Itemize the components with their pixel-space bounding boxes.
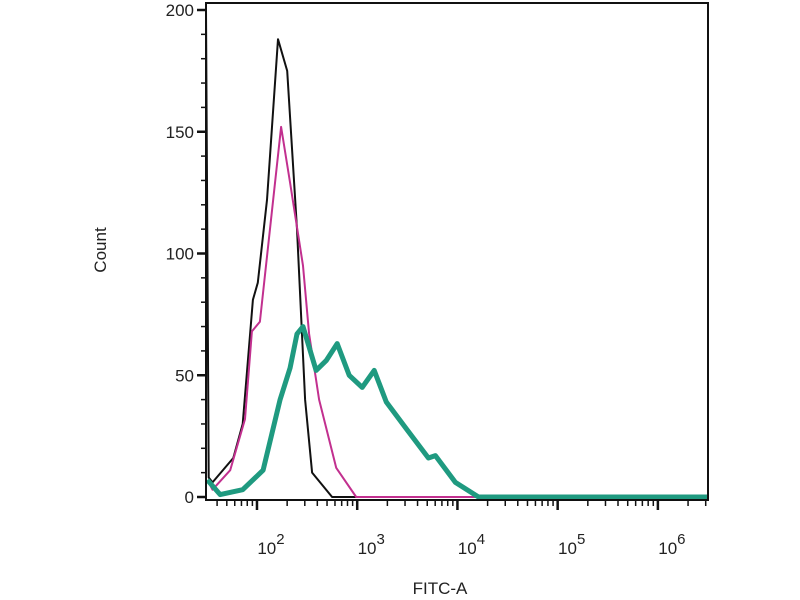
x-tick-exponent: 3	[376, 531, 384, 548]
x-tick-base: 10	[257, 539, 276, 558]
y-tick-label: 0	[185, 488, 194, 507]
x-tick-exponent: 4	[477, 531, 485, 548]
x-tick-base: 10	[558, 539, 577, 558]
x-tick-label: 104	[458, 531, 485, 558]
x-tick-exponent: 2	[276, 531, 284, 548]
y-tick-label: 50	[175, 366, 194, 385]
y-tick-label: 200	[166, 1, 194, 20]
y-axis-label: Count	[91, 227, 110, 273]
x-tick-exponent: 6	[677, 531, 685, 548]
y-tick-label: 150	[166, 123, 194, 142]
x-axis-label: FITC-A	[413, 579, 468, 598]
x-tick-label: 103	[358, 531, 385, 558]
x-tick-base: 10	[358, 539, 377, 558]
histogram-series-2	[205, 324, 708, 500]
x-tick-label: 105	[558, 531, 585, 558]
plot-frame	[205, 2, 709, 501]
histogram-series-0	[205, 9, 708, 498]
histogram-series-1	[207, 125, 708, 498]
x-tick-exponent: 5	[577, 531, 585, 548]
x-tick-base: 10	[458, 539, 477, 558]
y-tick-label: 100	[166, 245, 194, 264]
x-tick-label: 106	[658, 531, 685, 558]
x-tick-label: 102	[257, 531, 284, 558]
x-tick-base: 10	[658, 539, 677, 558]
